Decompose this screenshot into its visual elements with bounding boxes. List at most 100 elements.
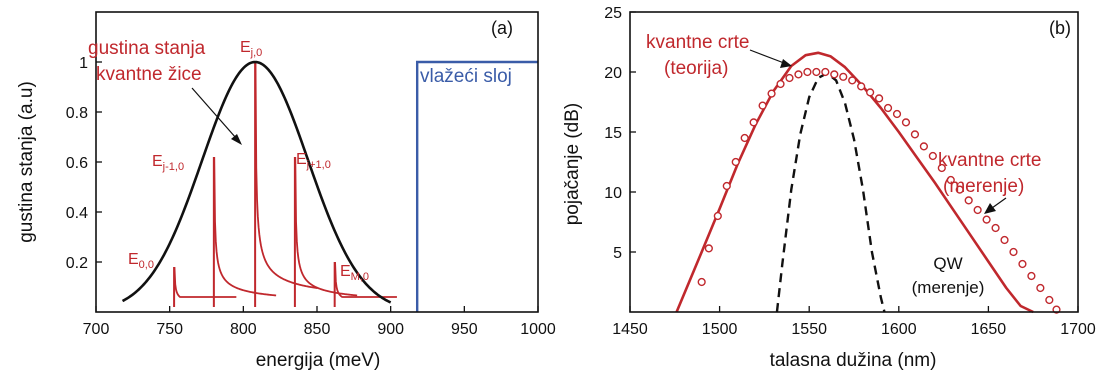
measurement-annotation-arrow-line	[991, 197, 1007, 209]
panel-b-plot-area	[675, 51, 1061, 314]
panel-a-y-tick-label: 0.8	[66, 105, 88, 122]
measurement-point	[866, 88, 875, 97]
panel-a-label: (a)	[491, 18, 513, 38]
measurement-point	[1009, 247, 1018, 257]
panel-b-frame	[629, 11, 1079, 313]
measurement-point	[848, 76, 857, 85]
panel-b-y-tick-label: 15	[604, 125, 622, 142]
measurement-point	[910, 130, 920, 139]
measurement-point	[892, 109, 902, 119]
measurement-annotation-line1: kvantne crte	[938, 150, 1042, 171]
panel-a-x-tick-label: 750	[156, 321, 183, 338]
measurement-point	[1027, 271, 1036, 281]
measurement-point	[901, 118, 911, 127]
panel-a-x-tick-label: 900	[377, 321, 404, 338]
measurement-point	[982, 215, 991, 224]
panel-a-y-ticks: 0.2 0.4 0.6 0.8 1	[66, 55, 102, 272]
dos-annotation-arrowhead	[231, 134, 242, 145]
wetting-layer-step	[415, 60, 538, 312]
panel-b-x-tick-label: 1500	[702, 321, 738, 338]
measurement-point	[704, 244, 713, 253]
subband-tail-curve	[213, 156, 277, 297]
measurement-point	[946, 175, 955, 185]
panel-b-x-tick-label: 1450	[612, 321, 648, 338]
measurement-point	[1036, 283, 1045, 293]
subband-label-ej: Ej,0	[240, 39, 262, 59]
dos-envelope-curve	[121, 60, 392, 304]
measurement-point	[713, 211, 722, 221]
measurement-point	[857, 82, 866, 91]
measurement-point	[749, 118, 758, 127]
panel-b-x-tick-label: 1700	[1060, 321, 1096, 338]
theory-annotation-line2: (teorija)	[664, 58, 728, 79]
measurement-point	[937, 163, 946, 173]
panel-a-x-tick-label: 700	[83, 321, 110, 338]
measurement-point	[812, 67, 821, 77]
measurement-point	[991, 223, 1000, 233]
measurement-point	[839, 72, 848, 81]
panel-b-x-tick-label: 1650	[971, 321, 1007, 338]
measurement-point	[731, 157, 740, 167]
qw-annotation-line1: QW	[933, 254, 962, 273]
measurement-point	[919, 142, 928, 151]
measurement-point	[697, 277, 706, 287]
measurement-point	[874, 94, 884, 103]
panel-a-y-tick-label: 0.4	[66, 205, 88, 222]
panel-b-x-ticks: 1450 1500 1550 1600 1650 1700	[612, 306, 1096, 338]
panel-b-y-tick-label: 10	[604, 185, 622, 202]
panel-b-x-tick-label: 1600	[881, 321, 917, 338]
panel-b-label: (b)	[1049, 18, 1071, 38]
measurement-point	[1000, 235, 1009, 245]
measurement-point	[1045, 295, 1054, 305]
panel-b-y-ticks: 5 10 15 20 25	[604, 5, 636, 262]
panel-a-x-tick-label: 950	[451, 321, 478, 338]
panel-a-x-tick-label: 850	[304, 321, 331, 338]
panel-a-x-tick-label: 1000	[520, 321, 556, 338]
panel-b-y-tick-label: 5	[613, 245, 622, 262]
subband-tail-curve	[334, 261, 397, 298]
measurement-point	[758, 101, 767, 110]
theory-annotation-arrow-line	[749, 49, 785, 64]
panel-b-y-tick-label: 25	[604, 5, 622, 22]
measurement-point	[973, 205, 982, 215]
dos-annotation-arrow-line	[191, 87, 237, 139]
panel-a-y-tick-label: 1	[79, 55, 88, 72]
measurement-point	[1018, 259, 1027, 269]
measurement-point	[776, 79, 785, 89]
measurement-point	[883, 103, 893, 113]
subband-tail-curve	[254, 61, 318, 290]
panel-a-y-tick-label: 0.2	[66, 255, 88, 272]
measurement-point	[785, 73, 794, 83]
subband-label-e00: E0,0	[128, 251, 154, 271]
panel-a-x-axis-label: energija (meV)	[256, 350, 381, 371]
theory-annotation-line1: kvantne crte	[646, 32, 750, 53]
panel-a-plot-area	[121, 60, 538, 312]
qw-annotation-line2: (merenje)	[912, 278, 985, 297]
panel-b: 1450 1500 1550 1600 1650 1700 5 10 15 20 25 talas…	[562, 5, 1096, 371]
panel-b-x-axis-label: talasna dužina (nm)	[770, 350, 937, 371]
subband-label-ejm1: Ej-1,0	[152, 153, 184, 173]
subband-tail-curve	[173, 266, 237, 298]
measurement-point	[821, 67, 830, 77]
subband-label-em0: EM,0	[340, 263, 369, 283]
qw-measurement-dashed-line	[775, 71, 886, 313]
measurement-annotation-arrowhead	[984, 203, 996, 214]
measurement-point	[964, 196, 973, 205]
dos-annotation-line2: kvantne žice	[96, 64, 202, 85]
measurement-point	[955, 185, 964, 194]
measurement-annotation-line2: (merenje)	[943, 176, 1024, 197]
panel-b-y-tick-label: 20	[604, 65, 622, 82]
panel-a-y-axis-label: gustina stanja (a.u)	[16, 81, 37, 243]
panel-b-y-axis-label: pojačanje (dB)	[562, 103, 583, 226]
dos-annotation-line1: gustina stanja	[88, 38, 206, 59]
measurement-point	[830, 70, 839, 79]
measurement-point	[722, 181, 731, 191]
measurement-point	[803, 67, 812, 77]
panel-a-y-tick-label: 0.6	[66, 155, 88, 172]
subband-label-ejp1: Ej+1,0	[296, 151, 331, 171]
subband-tail-curve	[294, 156, 358, 297]
theory-annotation-arrowhead	[780, 59, 792, 68]
measurement-point	[767, 89, 776, 98]
panel-b-x-tick-label: 1550	[791, 321, 827, 338]
